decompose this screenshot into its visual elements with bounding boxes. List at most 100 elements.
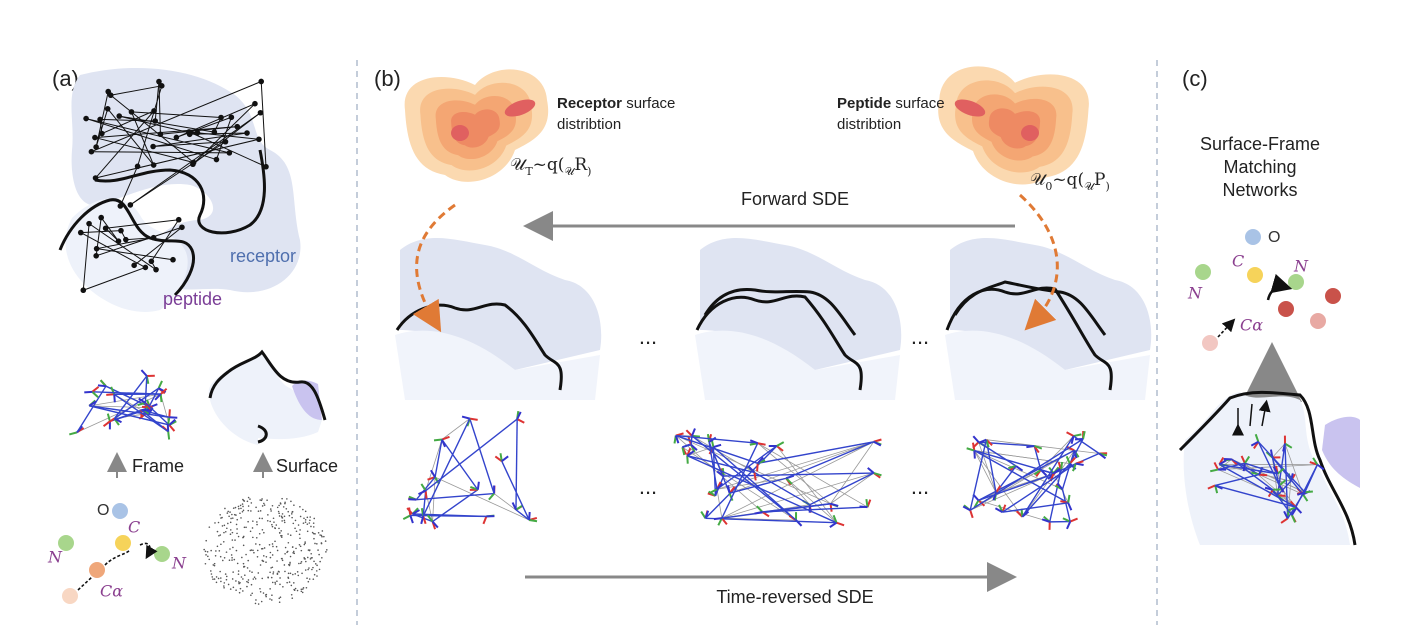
frame-axis: [138, 397, 146, 404]
frame-axis: [1098, 452, 1107, 460]
surface-point: [280, 530, 282, 532]
frame-axis: [757, 442, 766, 446]
peptide-region: [395, 330, 600, 400]
frame-axis: [69, 431, 78, 436]
backbone: [704, 445, 778, 519]
frame-axis: [113, 394, 116, 403]
surface-point: [295, 547, 297, 550]
atom: [1195, 264, 1211, 280]
dist-label: Receptor surface: [557, 95, 675, 112]
atom-node: [152, 118, 159, 124]
frame-axis: [511, 502, 517, 511]
surface-point: [260, 600, 263, 603]
frame-axis: [1069, 457, 1076, 465]
frame-axis: [1015, 465, 1024, 472]
frame-axis: [1242, 463, 1246, 472]
surface-point: [242, 544, 245, 547]
frame-axis: [499, 453, 503, 462]
surface-point: [281, 513, 284, 515]
atom-label: N: [1293, 257, 1309, 276]
surface-point: [254, 602, 257, 605]
surface-point: [269, 588, 271, 590]
atom-node: [86, 220, 92, 227]
surface-point: [231, 531, 234, 534]
surface-point: [269, 556, 272, 559]
frame-axis: [1283, 510, 1289, 519]
surface-point: [224, 530, 227, 533]
surface-point: [306, 523, 309, 525]
backbone: [1061, 489, 1071, 522]
surface-point: [284, 501, 286, 504]
frame-axis: [441, 435, 450, 441]
surface-point: [309, 558, 312, 560]
surface-point: [301, 591, 304, 594]
surface-point: [249, 549, 252, 552]
surface-point: [308, 578, 311, 580]
surface-point: [271, 523, 273, 526]
atom-node: [99, 130, 105, 137]
surface-scenes: [395, 238, 1152, 400]
surface-point: [253, 576, 256, 579]
atom-graph: [77, 78, 269, 294]
atom: [1202, 335, 1218, 351]
edge: [691, 435, 755, 473]
backbone: [1073, 435, 1100, 455]
surface-label: Surface: [276, 456, 338, 476]
frame-axis: [748, 465, 756, 474]
surface-point: [265, 595, 267, 598]
surface-point: [259, 587, 261, 590]
frame-axis: [1280, 517, 1289, 524]
formula-part: 𝒰: [1030, 170, 1048, 190]
surface-point: [292, 522, 295, 525]
bond: [91, 81, 262, 153]
surface-point: [280, 515, 283, 518]
frame-axis: [709, 488, 718, 494]
surface-point: [272, 517, 275, 520]
surface-point: [267, 514, 269, 516]
frame-axis: [107, 417, 115, 424]
surface-point: [282, 585, 284, 588]
surface-point: [238, 582, 240, 585]
atom-node: [150, 234, 157, 241]
surface-point: [298, 543, 301, 546]
backbone: [708, 441, 731, 494]
surface-point: [242, 578, 244, 580]
surface-point: [287, 577, 290, 579]
atom: [58, 535, 74, 551]
atom-node: [226, 150, 233, 156]
backbone: [415, 476, 436, 501]
dist-label: Peptide surface: [837, 95, 945, 112]
surface-point: [243, 565, 246, 568]
atom-node: [213, 156, 220, 163]
surface-point: [299, 545, 302, 548]
formula-part: 0: [1045, 180, 1052, 193]
surface-point: [256, 555, 259, 558]
surface-point: [247, 579, 250, 581]
frame-axis: [691, 428, 696, 437]
surface-point: [262, 592, 265, 594]
frame-axis: [756, 456, 764, 464]
edge: [1218, 464, 1318, 470]
surface-point: [243, 526, 246, 529]
frame-axis: [1067, 502, 1073, 511]
surface-point: [271, 554, 274, 556]
frame-axis: [516, 411, 522, 420]
surface-point: [304, 541, 306, 543]
frame-axis: [160, 387, 168, 395]
surface-point: [234, 539, 236, 541]
backbone: [1001, 463, 1077, 513]
reverse-label: Time-reversed SDE: [716, 587, 873, 607]
frame-axis: [418, 489, 427, 496]
surface-point: [251, 592, 253, 595]
backbone: [1215, 473, 1260, 487]
backbone: [978, 473, 1055, 502]
surface-point: [295, 530, 298, 533]
surface-point: [312, 578, 315, 580]
atom-node: [93, 245, 100, 252]
bond: [110, 94, 194, 163]
surface-point: [255, 543, 257, 545]
surface-point: [316, 564, 318, 567]
atom-arrow: [1266, 273, 1293, 301]
surface-point: [272, 571, 275, 573]
match-arrow: [1238, 404, 1266, 428]
